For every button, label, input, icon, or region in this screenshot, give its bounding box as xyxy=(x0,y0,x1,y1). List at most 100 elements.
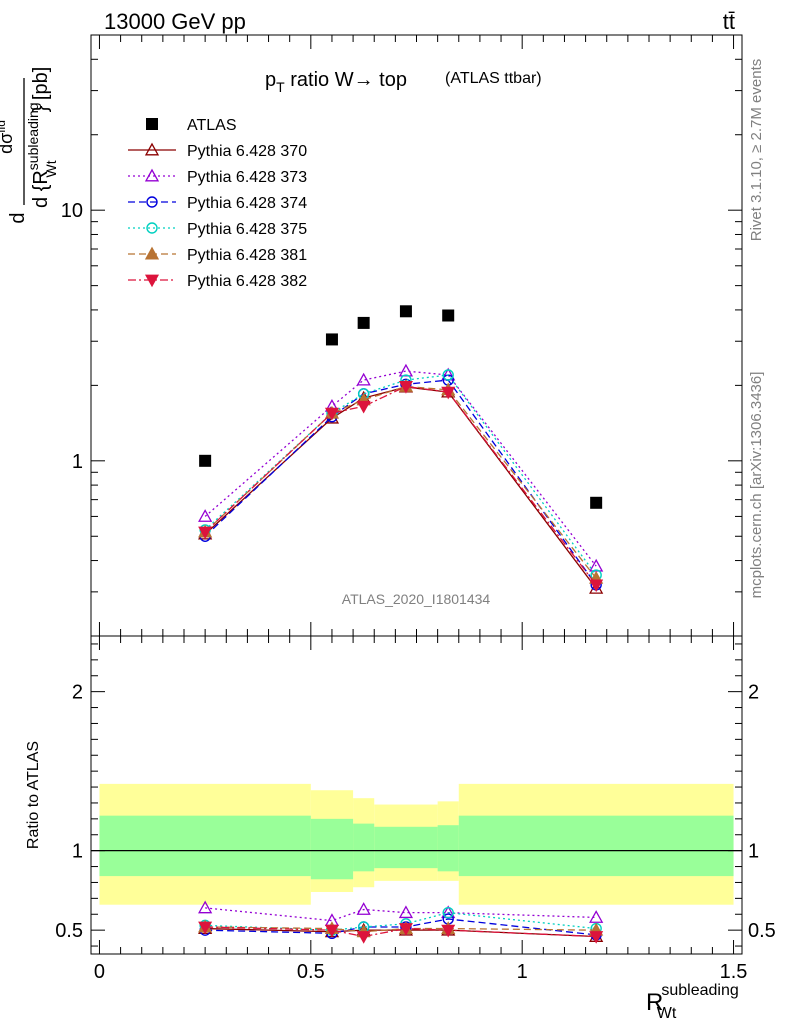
mc-point xyxy=(441,386,456,400)
ratio-plot-area xyxy=(91,783,742,944)
ratio-point xyxy=(356,931,371,944)
ratio-y-tick-label: 1 xyxy=(72,841,83,863)
mc-point xyxy=(398,381,413,394)
uncertainty-band-inner xyxy=(437,825,459,872)
energy-label: 13000 GeV pp xyxy=(104,9,246,34)
source-label: mcplots.cern.ch [arXiv:1306.3436] xyxy=(748,372,765,599)
ratio-point xyxy=(198,900,213,914)
legend-item: Pythia 6.428 373 xyxy=(128,168,307,186)
svg-text:dσfid: dσfid xyxy=(0,120,16,154)
atlas-data-point xyxy=(442,309,455,322)
legend-label: Pythia 6.428 375 xyxy=(187,221,307,238)
ratio-x-tick-label: 0 xyxy=(94,961,105,983)
mc-series xyxy=(198,379,604,594)
svg-text:d: d xyxy=(7,212,29,223)
uncertainty-band-inner xyxy=(99,815,311,877)
main-axes: 1 10 xyxy=(61,34,742,637)
mc-point xyxy=(589,580,604,594)
ratio-series-line xyxy=(205,926,597,938)
legend-marker xyxy=(146,222,158,234)
atlas-data-point xyxy=(590,496,603,509)
ratio-y-tick-label-right: 1 xyxy=(748,841,759,863)
legend-label: Pythia 6.428 370 xyxy=(187,143,307,160)
mc-series xyxy=(198,379,604,584)
y-tick-label: 10 xyxy=(61,200,83,222)
mc-point xyxy=(198,526,213,540)
atlas-data-point xyxy=(399,305,412,318)
y-tick-label: 1 xyxy=(72,451,83,473)
legend: ATLAS Pythia 6.428 370 Pythia 6.428 373 Pyt… xyxy=(128,117,307,290)
legend-label: Pythia 6.428 374 xyxy=(187,195,307,212)
legend-item: Pythia 6.428 381 xyxy=(128,246,307,264)
ratio-y-tick-label: 2 xyxy=(72,682,83,704)
ratio-panel: 0.5 0.5 1 1 2 2 0 0.5 1 1.5 Ratio to ATLAS Rsuble… xyxy=(25,635,776,1022)
legend-label: Pythia 6.428 373 xyxy=(187,169,307,186)
ratio-x-tick-label: 0.5 xyxy=(297,961,325,983)
ratio-series xyxy=(198,900,604,927)
legend-marker xyxy=(144,246,160,260)
ratio-axes: 0.5 0.5 1 1 2 2 0 0.5 1 1.5 xyxy=(55,636,776,983)
mc-point xyxy=(398,363,414,377)
process-label: tt̄ xyxy=(723,9,735,34)
legend-marker xyxy=(144,142,160,156)
ratio-point xyxy=(324,924,339,938)
legend-item: Pythia 6.428 382 xyxy=(128,273,307,290)
legend-marker xyxy=(144,274,160,288)
analysis-label: ATLAS_2020_I1801434 xyxy=(342,591,491,607)
main-plot-area xyxy=(198,305,604,594)
ratio-point xyxy=(356,902,371,915)
mc-point xyxy=(356,400,371,414)
ratio-point xyxy=(589,931,604,944)
ratio-x-tick-label: 1.5 xyxy=(720,961,748,983)
ratio-series-line xyxy=(205,912,597,931)
ratio-series-line xyxy=(205,918,597,936)
mc-point xyxy=(324,407,339,421)
atlas-data-point xyxy=(357,316,370,329)
legend-item: Pythia 6.428 375 xyxy=(128,221,307,238)
uncertainty-band-inner xyxy=(374,826,438,869)
ratio-y-tick-label: 0.5 xyxy=(55,920,83,942)
mc-series xyxy=(199,369,602,581)
main-title: pT ratio W→ top xyxy=(265,69,407,95)
mc-series-line xyxy=(204,385,597,579)
legend-item: Pythia 6.428 370 xyxy=(128,142,307,160)
ratio-ylabel: Ratio to ATLAS xyxy=(25,741,42,849)
ratio-x-tick-label: 1 xyxy=(517,961,528,983)
main-panel: 1 10 pT ratio W→ top (ATLAS ttbar) ATLAS_… xyxy=(0,34,743,637)
legend-marker xyxy=(146,118,158,130)
ratio-y-tick-label-right: 0.5 xyxy=(748,920,776,942)
legend-item: ATLAS xyxy=(146,117,237,134)
mc-series xyxy=(198,381,604,593)
ratio-point xyxy=(589,910,604,923)
uncertainty-band-inner xyxy=(310,818,354,880)
mc-point xyxy=(589,579,604,593)
ratio-y-tick-label-right: 2 xyxy=(748,682,759,704)
main-ylabel: d dσfid d {Rsubleading Wt} [pb] xyxy=(0,67,59,224)
legend-item: Pythia 6.428 374 xyxy=(128,195,307,212)
legend-label: Pythia 6.428 382 xyxy=(187,273,307,290)
legend-label: Pythia 6.428 381 xyxy=(187,247,307,264)
mc-series-line xyxy=(204,374,597,576)
atlas-data-point xyxy=(199,454,212,467)
ratio-point xyxy=(442,906,454,919)
ratio-series-line xyxy=(205,926,597,933)
ratio-series-line xyxy=(205,907,597,922)
mc-point xyxy=(442,369,454,381)
mc-series xyxy=(199,374,602,591)
atlas-data-series xyxy=(199,305,603,509)
ratio-point xyxy=(198,921,213,935)
mc-series-line xyxy=(204,379,597,586)
legend-marker xyxy=(144,168,160,182)
mc-series-line xyxy=(204,385,597,586)
mc-series-line xyxy=(204,370,597,567)
ratio-point xyxy=(441,924,456,938)
uncertainty-band-inner xyxy=(353,823,375,872)
main-title-note: (ATLAS ttbar) xyxy=(445,70,542,87)
legend-marker xyxy=(146,196,158,208)
uncertainty-band-inner xyxy=(458,815,734,877)
ratio-point xyxy=(398,923,413,936)
mc-series xyxy=(198,363,604,572)
rivet-label: Rivet 3.1.10, ≥ 2.7M events xyxy=(748,59,765,242)
